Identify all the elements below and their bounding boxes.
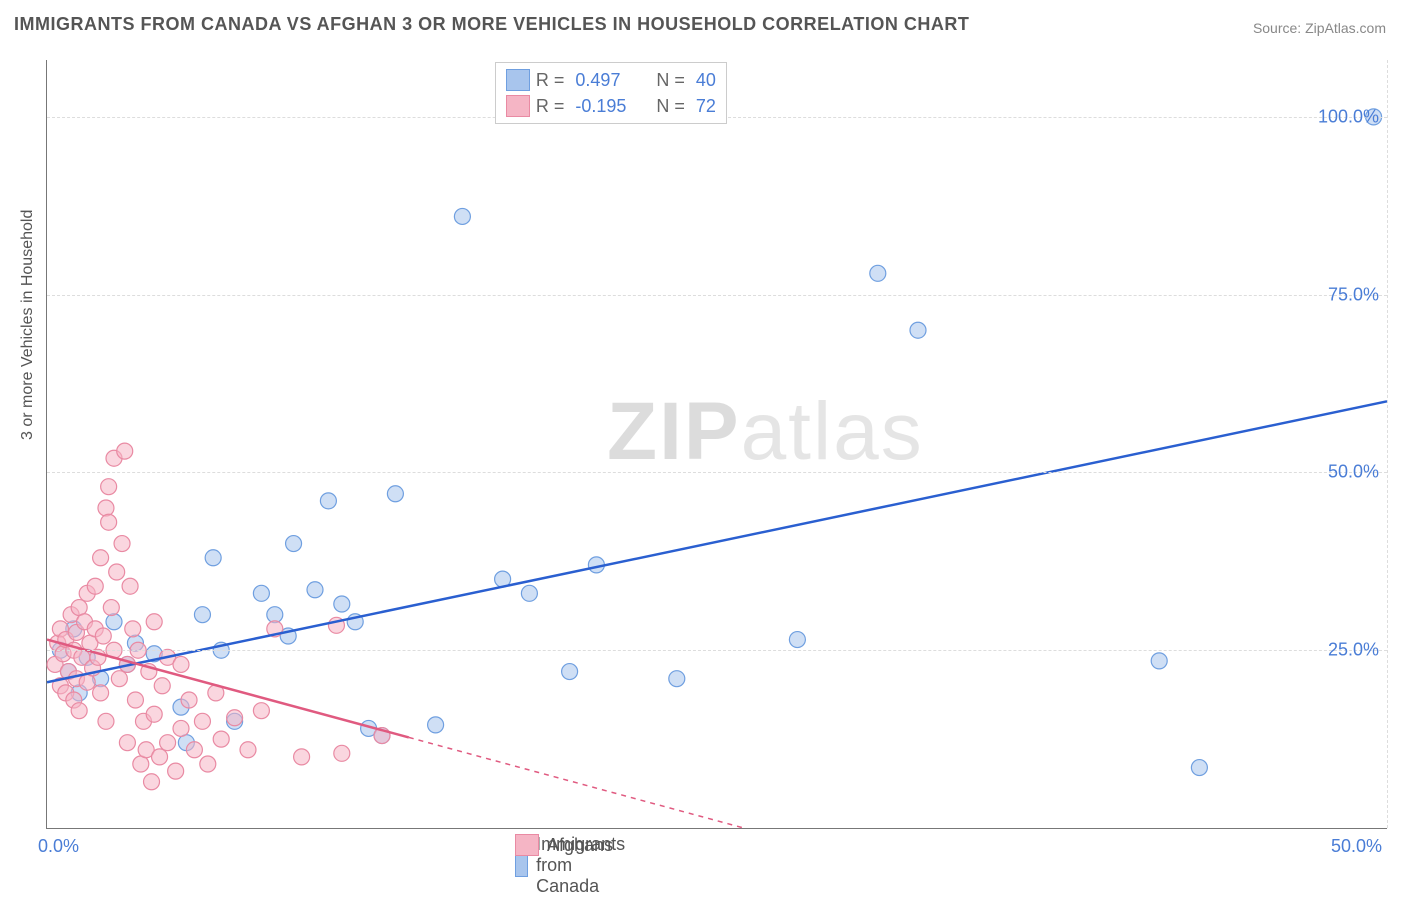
legend-series-item: Afghans [515, 834, 613, 856]
gridline-h [47, 295, 1387, 296]
scatter-point [428, 717, 444, 733]
legend-swatch [506, 69, 530, 91]
scatter-point [387, 486, 403, 502]
scatter-point [173, 656, 189, 672]
legend-swatch [515, 855, 528, 877]
scatter-point [125, 621, 141, 637]
x-tick-label: 0.0% [38, 836, 79, 857]
scatter-point [294, 749, 310, 765]
scatter-point [146, 614, 162, 630]
scatter-point [1191, 760, 1207, 776]
scatter-point [286, 536, 302, 552]
scatter-point [910, 322, 926, 338]
scatter-point [71, 600, 87, 616]
scatter-point [227, 710, 243, 726]
gridline-h [47, 472, 1387, 473]
scatter-point [101, 514, 117, 530]
scatter-point [119, 735, 135, 751]
scatter-point [106, 614, 122, 630]
scatter-point [205, 550, 221, 566]
scatter-point [79, 674, 95, 690]
legend-N-value: 40 [691, 70, 716, 91]
scatter-point [173, 720, 189, 736]
scatter-point [133, 756, 149, 772]
scatter-point [109, 564, 125, 580]
scatter-point [870, 265, 886, 281]
scatter-point [111, 671, 127, 687]
scatter-point [181, 692, 197, 708]
legend-N-value: 72 [691, 96, 716, 117]
scatter-point [789, 632, 805, 648]
scatter-point [213, 731, 229, 747]
scatter-point [521, 585, 537, 601]
scatter-point [93, 550, 109, 566]
scatter-point [194, 713, 210, 729]
gridline-v [1387, 60, 1388, 828]
scatter-point [160, 735, 176, 751]
scatter-point [127, 692, 143, 708]
scatter-point [669, 671, 685, 687]
scatter-point [95, 628, 111, 644]
legend-N-label: N = [646, 70, 685, 91]
scatter-point [240, 742, 256, 758]
scatter-point [320, 493, 336, 509]
scatter-point [98, 500, 114, 516]
y-axis-title: 3 or more Vehicles in Household [19, 210, 37, 440]
scatter-point [87, 578, 103, 594]
chart-svg [47, 60, 1387, 828]
scatter-point [307, 582, 323, 598]
scatter-point [253, 703, 269, 719]
trend-line-extrapolated [409, 737, 744, 828]
scatter-point [168, 763, 184, 779]
scatter-point [267, 607, 283, 623]
scatter-point [117, 443, 133, 459]
scatter-point [144, 774, 160, 790]
legend-R-value: -0.195 [570, 96, 640, 117]
scatter-point [334, 745, 350, 761]
scatter-point [98, 713, 114, 729]
scatter-point [454, 208, 470, 224]
scatter-point [114, 536, 130, 552]
trend-line [47, 401, 1387, 682]
y-tick-label: 100.0% [1318, 106, 1379, 127]
gridline-h [47, 650, 1387, 651]
scatter-point [253, 585, 269, 601]
chart-title: IMMIGRANTS FROM CANADA VS AFGHAN 3 OR MO… [14, 14, 969, 35]
scatter-point [562, 664, 578, 680]
scatter-point [154, 678, 170, 694]
legend-swatch [515, 834, 539, 856]
y-tick-label: 50.0% [1328, 462, 1379, 483]
legend-N-label: N = [646, 96, 685, 117]
scatter-point [71, 703, 87, 719]
scatter-point [200, 756, 216, 772]
scatter-point [194, 607, 210, 623]
source-name: ZipAtlas.com [1305, 20, 1386, 36]
scatter-point [122, 578, 138, 594]
scatter-point [152, 749, 168, 765]
scatter-point [146, 706, 162, 722]
scatter-point [334, 596, 350, 612]
y-tick-label: 75.0% [1328, 284, 1379, 305]
legend-swatch [506, 95, 530, 117]
legend-R-label: R = [536, 70, 565, 91]
legend-R-label: R = [536, 96, 565, 117]
scatter-point [93, 685, 109, 701]
y-tick-label: 25.0% [1328, 640, 1379, 661]
scatter-point [1151, 653, 1167, 669]
scatter-point [186, 742, 202, 758]
source-attribution: Source: ZipAtlas.com [1253, 20, 1386, 36]
legend-R-value: 0.497 [570, 70, 640, 91]
plot-area: ZIPatlas 25.0%50.0%75.0%100.0% [46, 60, 1387, 829]
source-prefix: Source: [1253, 20, 1305, 36]
scatter-point [101, 479, 117, 495]
legend-series-label: Afghans [547, 835, 613, 856]
scatter-point [103, 600, 119, 616]
x-tick-label: 50.0% [1331, 836, 1382, 857]
legend-stats: R = 0.497 N = 40R = -0.195 N = 72 [495, 62, 727, 124]
legend-stats-row: R = -0.195 N = 72 [506, 93, 716, 119]
legend-stats-row: R = 0.497 N = 40 [506, 67, 716, 93]
